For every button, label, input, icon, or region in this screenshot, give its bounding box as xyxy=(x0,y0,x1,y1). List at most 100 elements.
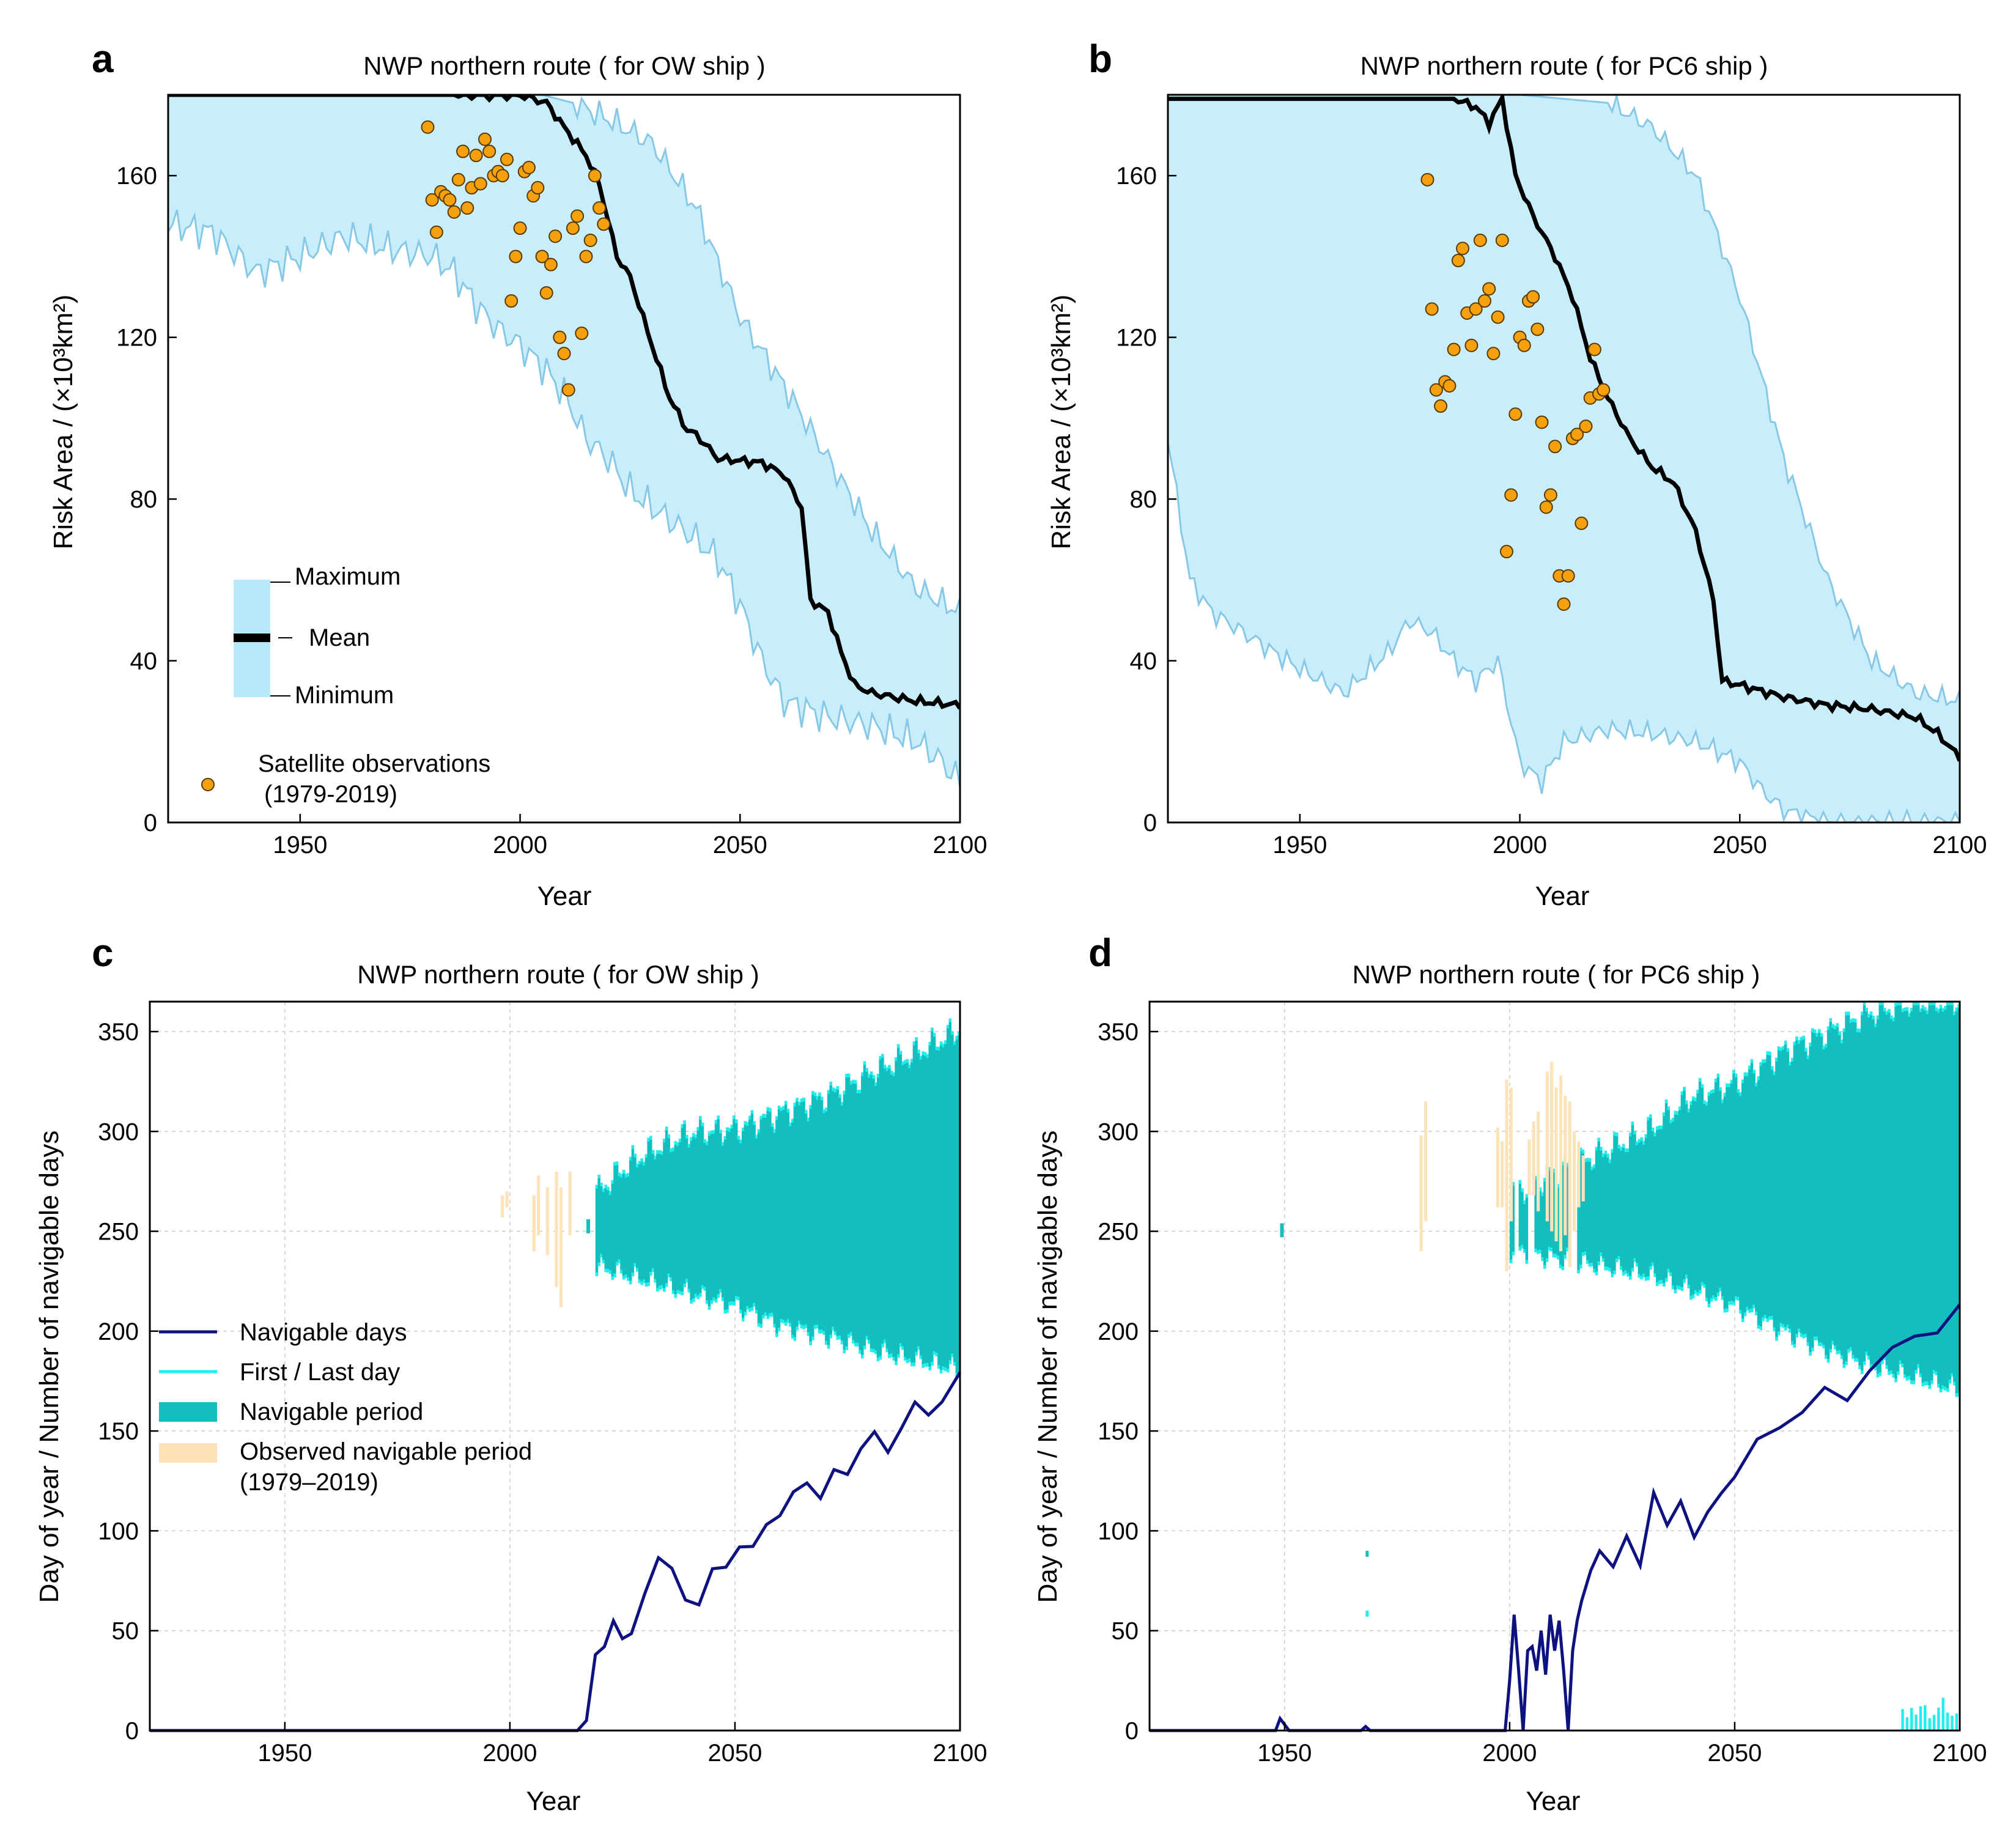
legend-sat-marker xyxy=(201,778,215,791)
last-day-mark xyxy=(1865,1007,1868,1011)
last-day-mark xyxy=(1703,1100,1706,1104)
last-day-mark xyxy=(845,1074,848,1078)
first-day-mark xyxy=(883,1339,887,1343)
navigable-period-bar xyxy=(780,1107,783,1323)
navigable-period-bar xyxy=(1888,1009,1891,1375)
navigable-period-bar xyxy=(1669,1120,1672,1276)
first-day-mark xyxy=(1606,1266,1609,1271)
last-day-mark xyxy=(1930,1002,1933,1005)
last-day-mark xyxy=(1631,1121,1634,1126)
last-day-mark xyxy=(1750,1059,1754,1063)
last-day-mark xyxy=(685,1134,689,1139)
last-day-mark xyxy=(1667,1106,1671,1110)
observed-period-bar xyxy=(532,1195,536,1252)
first-day-mark xyxy=(1561,1266,1565,1271)
navigable-period-bar xyxy=(1581,1150,1585,1256)
first-day-mark xyxy=(910,1362,914,1367)
satellite-point xyxy=(566,221,580,235)
navigable-period-bar xyxy=(1620,1147,1623,1270)
first-day-mark xyxy=(868,1340,871,1344)
first-day-mark xyxy=(928,1366,931,1370)
navigable-period-bar xyxy=(613,1162,616,1277)
first-day-mark xyxy=(1838,1350,1841,1354)
navigable-period-bar xyxy=(1716,1073,1719,1296)
navigable-period-bar xyxy=(858,1089,862,1354)
first-day-mark xyxy=(786,1319,790,1323)
first-day-mark xyxy=(1826,1359,1830,1363)
first-day-mark xyxy=(1932,1370,1936,1374)
y-tick-label: 120 xyxy=(1116,325,1157,352)
first-day-mark xyxy=(1863,1361,1866,1365)
last-day-mark xyxy=(1768,1051,1771,1055)
navigable-period-bar xyxy=(843,1090,846,1353)
navigable-period-bar xyxy=(863,1061,866,1350)
last-day-mark xyxy=(604,1184,607,1189)
first-day-mark xyxy=(805,1324,808,1328)
navigable-period-bar xyxy=(1869,1011,1873,1368)
first-day-mark xyxy=(1608,1268,1612,1272)
last-day-mark xyxy=(1541,1192,1544,1197)
last-day-mark xyxy=(1815,1033,1818,1037)
navigable-period-bar xyxy=(809,1105,812,1345)
satellite-point xyxy=(1526,290,1540,304)
last-day-mark xyxy=(1762,1059,1765,1063)
navigable-period-bar xyxy=(1901,1008,1904,1367)
satellite-point xyxy=(504,294,519,308)
first-day-mark xyxy=(676,1290,679,1294)
last-day-mark xyxy=(822,1109,825,1114)
navigable-period-bar xyxy=(1590,1166,1593,1266)
navigable-period-bar xyxy=(622,1170,626,1280)
first-day-mark xyxy=(602,1259,605,1263)
first-day-mark xyxy=(600,1254,603,1258)
panel-letter-a: a xyxy=(92,37,114,81)
navigable-period-bar xyxy=(829,1081,833,1339)
isolated-navigable-mark xyxy=(1365,1551,1369,1557)
last-day-mark xyxy=(1919,1008,1922,1013)
last-day-mark xyxy=(1899,1002,1902,1005)
last-day-mark xyxy=(1671,1118,1675,1122)
x-tick-label: 1950 xyxy=(1257,1740,1312,1767)
satellite-point xyxy=(1473,234,1487,247)
last-day-mark xyxy=(1678,1106,1682,1110)
navigable-period-bar xyxy=(1615,1132,1619,1263)
last-day-mark xyxy=(687,1144,691,1148)
first-day-mark xyxy=(1939,1388,1943,1392)
first-day-mark xyxy=(649,1271,652,1276)
navigable-period-bar xyxy=(921,1051,925,1368)
legend-obs-period-label-1: Observed navigable period xyxy=(240,1438,532,1465)
first-day-mark xyxy=(1631,1268,1634,1272)
navigable-period-bar xyxy=(1512,1181,1515,1255)
first-day-mark xyxy=(1951,1373,1954,1377)
mean-line xyxy=(168,95,960,710)
last-day-mark xyxy=(1611,1149,1614,1153)
navigable-period-bar xyxy=(1896,1002,1900,1375)
first-day-mark xyxy=(1910,1380,1913,1384)
first-day-mark xyxy=(604,1268,607,1273)
axes-frame-a xyxy=(167,94,961,824)
first-day-mark xyxy=(942,1366,945,1370)
navigable-period-bar xyxy=(1734,1073,1738,1300)
first-day-mark xyxy=(1624,1270,1628,1274)
last-day-mark xyxy=(1878,1002,1881,1005)
last-day-mark xyxy=(710,1130,713,1134)
first-day-mark xyxy=(1671,1285,1675,1290)
last-day-mark xyxy=(1842,1028,1846,1032)
late-navigable-mark xyxy=(1914,1714,1918,1731)
satellite-point xyxy=(597,217,611,231)
first-day-mark xyxy=(1638,1274,1641,1278)
navigable-period-bar xyxy=(1838,1031,1841,1354)
last-day-mark xyxy=(1924,1007,1927,1011)
first-day-mark xyxy=(798,1320,801,1325)
y-tick-label: 0 xyxy=(1125,1718,1139,1745)
navigable-period-bar xyxy=(1622,1144,1625,1276)
navigable-period-bar xyxy=(1631,1121,1634,1272)
last-day-mark xyxy=(649,1136,652,1140)
last-day-mark xyxy=(935,1046,938,1051)
first-day-mark xyxy=(896,1354,900,1358)
satellite-point xyxy=(1447,342,1461,357)
first-day-mark xyxy=(1676,1285,1679,1289)
last-day-mark xyxy=(1752,1070,1756,1074)
navigable-period-bar xyxy=(881,1054,884,1348)
last-day-mark xyxy=(676,1142,679,1147)
first-day-mark xyxy=(1926,1381,1929,1385)
